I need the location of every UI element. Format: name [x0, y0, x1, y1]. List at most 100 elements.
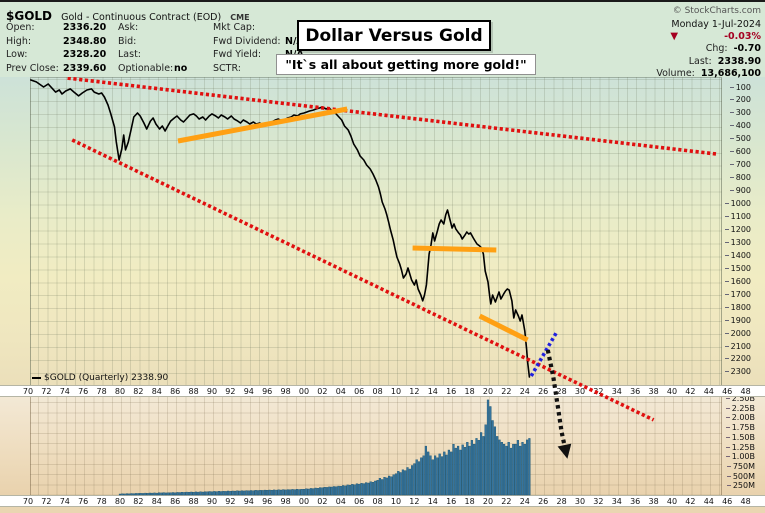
volume-tick-label: 1.75B: [722, 423, 755, 432]
x-tick-label: 40: [666, 387, 678, 396]
x-tick-label: 90: [206, 387, 218, 396]
price-tick-label: 1400: [722, 251, 751, 260]
x-tick-label: 06: [354, 497, 365, 506]
x-tick-label: 82: [133, 497, 144, 506]
price-tick-label: 600: [722, 147, 751, 156]
volume-grid: [30, 395, 722, 495]
x-tick-label: 08: [372, 497, 383, 506]
quote-row: Ask:: [118, 22, 139, 33]
price-tick-label: 1100: [722, 212, 751, 221]
x-tick-label: 94: [243, 387, 254, 396]
price-tick-label: 700: [722, 160, 751, 169]
x-tick-label: 14: [427, 497, 438, 506]
x-tick-label: 00: [298, 497, 310, 506]
price-tick-label: 1600: [722, 277, 751, 286]
price-tick-label: 400: [722, 121, 751, 130]
x-tick-label: 90: [206, 497, 218, 506]
x-tick-label: 24: [519, 497, 530, 506]
x-tick-label: 34: [611, 497, 622, 506]
quote-column-ohlc: Open: 2336.20 High: 2348.80 Low: 2328.20 Prev …: [6, 21, 106, 75]
x-tick-label: 16: [446, 387, 457, 396]
last-row: Last: 2338.90: [688, 55, 761, 67]
chart-subtitle-box: "It`s all about getting more gold!": [276, 54, 536, 75]
x-tick-label: 78: [96, 387, 107, 396]
volume-row: Volume: 13,686,100: [656, 67, 761, 79]
x-tick-label: 32: [593, 387, 604, 396]
quote-row: Bid:: [118, 35, 137, 47]
quote-row: Last:: [118, 49, 141, 60]
x-tick-label: 70: [22, 387, 34, 396]
x-tick-label: 08: [372, 387, 383, 396]
volume-tick-label: 1.00B: [722, 452, 755, 461]
x-tick-label: 12: [409, 497, 420, 506]
x-tick-label: 84: [151, 387, 162, 396]
x-tick-label: 46: [722, 497, 733, 506]
x-tick-label: 20: [482, 387, 494, 396]
x-axis-top: 70 72 74 76 78 80 82 84 86 88 90 92 94 96 98 00 02 04 06 08…: [0, 385, 765, 397]
price-tick-label: 800: [722, 173, 751, 182]
x-tick-label: 98: [280, 497, 291, 506]
x-tick-label: 42: [685, 497, 696, 506]
x-tick-label: 16: [446, 497, 457, 506]
price-tick-label: 500: [722, 134, 751, 143]
x-tick-label: 48: [740, 387, 751, 396]
price-tick-label: 2300: [722, 367, 751, 376]
volume-tick-label: 2.25B: [722, 404, 755, 413]
price-tick-label: 1800: [722, 303, 751, 312]
x-tick-label: 96: [262, 497, 273, 506]
x-tick-label: 42: [685, 387, 696, 396]
x-tick-label: 84: [151, 497, 162, 506]
x-tick-label: 18: [464, 497, 475, 506]
x-tick-label: 38: [648, 497, 659, 506]
x-tick-label: 96: [262, 387, 273, 396]
x-tick-label: 24: [519, 387, 530, 396]
x-tick-label: 30: [574, 387, 586, 396]
price-tick-label: 1300: [722, 238, 751, 247]
x-tick-label: 76: [78, 387, 89, 396]
volume-tick-label: 1.25B: [722, 443, 755, 452]
price-tick-label: 2000: [722, 329, 751, 338]
price-tick-label: 900: [722, 186, 751, 195]
price-tick-label: 300: [722, 108, 751, 117]
price-tick-label: 1200: [722, 225, 751, 234]
quote-row: Open: 2336.20: [6, 22, 107, 33]
x-tick-label: 94: [243, 497, 254, 506]
x-tick-label: 04: [335, 497, 346, 506]
x-tick-label: 22: [501, 387, 512, 396]
x-tick-label: 26: [538, 387, 549, 396]
volume-tick-label: 500M: [722, 472, 755, 481]
x-tick-label: 70: [22, 497, 34, 506]
x-tick-label: 88: [188, 387, 199, 396]
x-tick-label: 02: [317, 387, 328, 396]
x-tick-label: 04: [335, 387, 346, 396]
quote-column-bidask: Ask: Bid: Last: Optionable:no: [118, 21, 187, 75]
symbol-title-row: $GOLD Gold - Continuous Contract (EOD) C…: [6, 5, 759, 23]
price-grid: [30, 77, 722, 385]
x-tick-label: 88: [188, 497, 199, 506]
x-tick-label: 98: [280, 387, 291, 396]
x-tick-label: 36: [630, 497, 641, 506]
x-tick-label: 26: [538, 497, 549, 506]
volume-tick-label: 2.50B: [722, 394, 755, 403]
price-tick-label: 1000: [722, 199, 751, 208]
x-tick-label: 12: [409, 387, 420, 396]
symbol: $GOLD: [6, 9, 53, 23]
change-value: -0.70: [733, 43, 761, 55]
quote-row: Optionable:no: [118, 62, 188, 74]
x-tick-label: 40: [666, 497, 678, 506]
x-tick-label: 00: [298, 387, 310, 396]
x-tick-label: 10: [390, 497, 402, 506]
x-tick-label: 30: [574, 497, 586, 506]
x-tick-label: 22: [501, 497, 512, 506]
x-tick-label: 14: [427, 387, 438, 396]
x-tick-label: 10: [390, 387, 402, 396]
volume-tick-label: 2.00B: [722, 413, 755, 422]
down-triangle-icon: ▼: [670, 31, 679, 43]
x-tick-label: 06: [354, 387, 365, 396]
quote-header: $GOLD Gold - Continuous Contract (EOD) C…: [0, 2, 765, 79]
x-tick-label: 74: [59, 497, 70, 506]
volume-tick-label: 1.50B: [722, 433, 755, 442]
x-tick-label: 38: [648, 387, 659, 396]
price-tick-label: 200: [722, 95, 751, 104]
x-tick-label: 18: [464, 387, 475, 396]
